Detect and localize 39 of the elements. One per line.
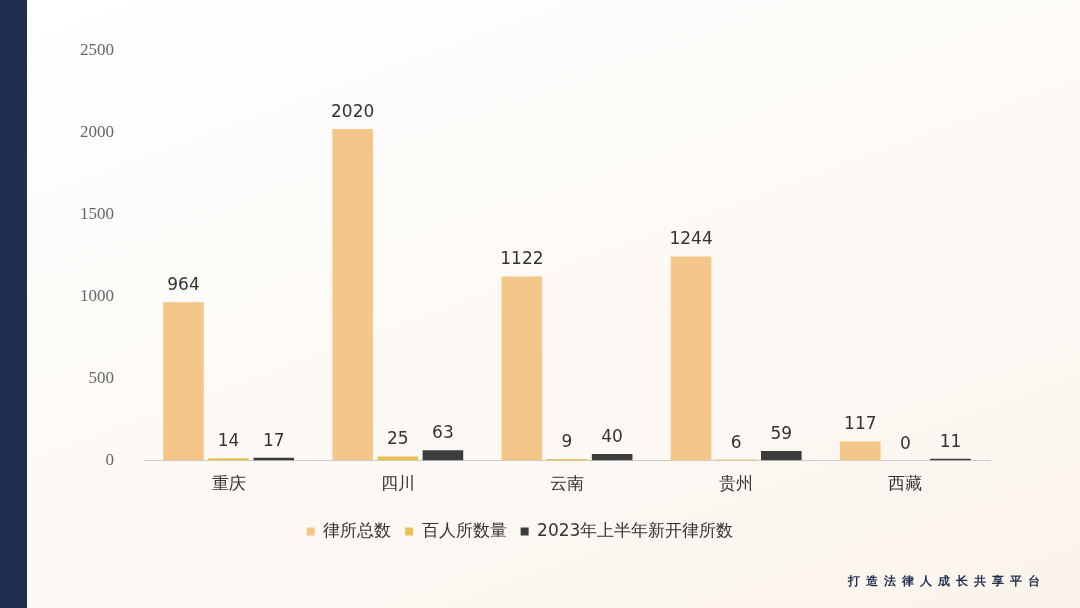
- data-label: 117: [844, 413, 877, 434]
- data-label: 11: [939, 430, 962, 451]
- y-tick-label: 1000: [80, 285, 114, 305]
- y-tick-label: 2000: [80, 121, 114, 141]
- data-label: 9: [561, 431, 573, 452]
- data-label: 59: [770, 422, 793, 443]
- bar: [422, 450, 464, 461]
- legend-label: 百人所数量: [421, 519, 507, 540]
- x-tick-label: 重庆: [211, 473, 246, 494]
- data-label: 40: [601, 425, 623, 446]
- legend-label: 律所总数: [323, 519, 392, 540]
- data-label: 17: [262, 429, 285, 450]
- y-tick-label: 500: [88, 367, 114, 387]
- y-tick-label: 0: [105, 450, 114, 470]
- bar: [501, 276, 543, 461]
- x-tick-label: 贵州: [719, 473, 754, 494]
- data-label: 2020: [331, 100, 375, 121]
- data-label: 6: [730, 431, 742, 452]
- bar: [163, 302, 204, 461]
- x-tick-label: 四川: [380, 473, 415, 494]
- data-label: 1122: [500, 248, 544, 269]
- y-tick-label: 1500: [80, 203, 114, 223]
- bar: [591, 454, 633, 461]
- bar: [761, 450, 802, 461]
- data-label: 964: [167, 274, 200, 295]
- bar: [377, 456, 419, 461]
- y-tick-label: 2500: [80, 39, 114, 59]
- data-label: 14: [217, 430, 240, 451]
- bar: [839, 441, 881, 461]
- bar: [670, 256, 712, 461]
- data-label: 25: [386, 428, 409, 449]
- bar: [332, 129, 373, 461]
- x-tick-label: 西藏: [888, 473, 923, 494]
- text: 打造法律人成长共享平台: [848, 573, 1046, 590]
- x-tick-label: 云南: [550, 473, 584, 494]
- data-label: 0: [899, 432, 911, 453]
- data-label: 1244: [669, 228, 713, 249]
- data-label: 63: [432, 422, 454, 443]
- legend-label: 2023年上半年新开律所数: [537, 519, 734, 540]
